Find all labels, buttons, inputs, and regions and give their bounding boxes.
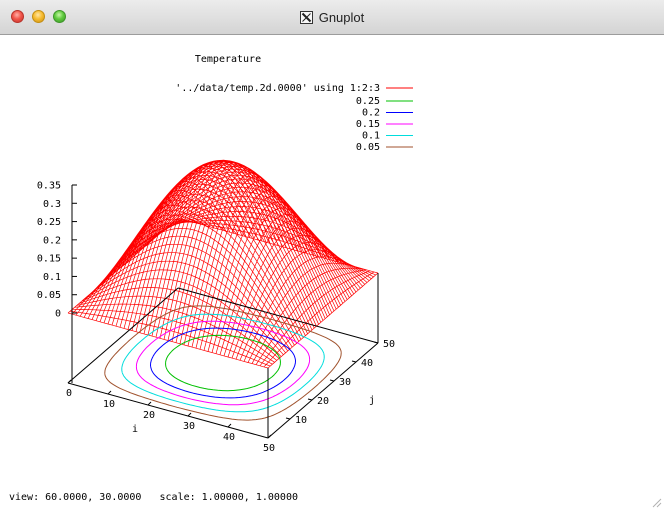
title-bar[interactable]: Gnuplot [0,0,664,35]
surface-mesh [67,159,379,369]
y-tick-label-3: 40 [361,358,373,369]
plot-axes: 0.35 0.3 0.25 0.2 0.15 0.1 0.05 0 0 10 20 30 40 50 10 2… [37,181,395,455]
surface-wireframe [67,159,379,369]
contour-0.25 [165,334,281,392]
y-tick-3 [351,360,357,363]
contour-0.2 [150,327,296,399]
minimize-button[interactable] [32,10,45,23]
window-title-area: Gnuplot [0,0,664,35]
contour-0.15 [135,320,311,406]
z-tick-label-7: 0 [55,309,61,320]
x-tick-3 [187,412,192,417]
y-tick-4 [373,341,379,344]
left-axis-line [67,287,179,384]
x-axis-label: i [132,424,138,435]
x-tick-4 [227,423,232,428]
legend-label-0.05: 0.05 [356,142,380,153]
x-tick-label-1: 10 [103,399,115,410]
zoom-button[interactable] [53,10,66,23]
z-tick-label-4: 0.15 [37,254,61,265]
z-tick-label-1: 0.3 [43,199,61,210]
chart-title: Temperature [195,54,261,65]
z-tick-label-6: 0.05 [37,290,61,301]
x-tick-label-2: 20 [143,410,155,421]
legend-label-0.2: 0.2 [362,108,380,119]
x-tick-label-3: 30 [183,421,195,432]
z-tick-label-3: 0.2 [43,235,61,246]
legend-label-0.15: 0.15 [356,119,380,130]
close-button[interactable] [11,10,24,23]
window-title: Gnuplot [318,10,365,25]
y-tick-label-1: 20 [317,396,329,407]
x-tick-1 [107,390,112,395]
z-tick-label-5: 0.1 [43,272,61,283]
y-tick-label-2: 30 [339,377,351,388]
y-tick-0 [285,417,291,420]
y-tick-label-0: 10 [295,415,307,426]
resize-grip-icon[interactable] [650,496,662,508]
x-tick-label-4: 40 [223,432,235,443]
x11-icon [299,11,313,24]
x-tick-0 [67,379,72,384]
y-axis-label: j [369,395,375,406]
contour-lines [104,305,342,421]
contour-0.05 [104,305,342,421]
contour-0.1 [121,313,325,413]
x-tick-2 [147,401,152,406]
legend: '../data/temp.2d.0000' using 1:2:3 0.250… [175,83,413,153]
legend-label-surface: '../data/temp.2d.0000' using 1:2:3 [175,83,380,94]
y-tick-label-4: 50 [383,339,395,350]
y-axis-line [267,342,379,439]
y-tick-2 [329,379,335,382]
z-tick-label-0: 0.35 [37,181,61,192]
x-tick-label-5: 50 [263,443,275,454]
back-axis-line [177,287,379,344]
z-tick-label-2: 0.25 [37,217,61,228]
x-axis-line [67,382,269,439]
legend-label-0.25: 0.25 [356,96,380,107]
y-tick-1 [307,398,313,401]
x-tick-label-0: 0 [66,388,72,399]
legend-label-0.1: 0.1 [362,131,380,142]
surface-plot: 0.350.30.250.20.150.10.05001020304050102… [37,54,413,455]
status-bar: view: 60.0000, 30.0000 scale: 1.00000, 1… [9,492,298,503]
x-tick-5 [267,434,272,439]
